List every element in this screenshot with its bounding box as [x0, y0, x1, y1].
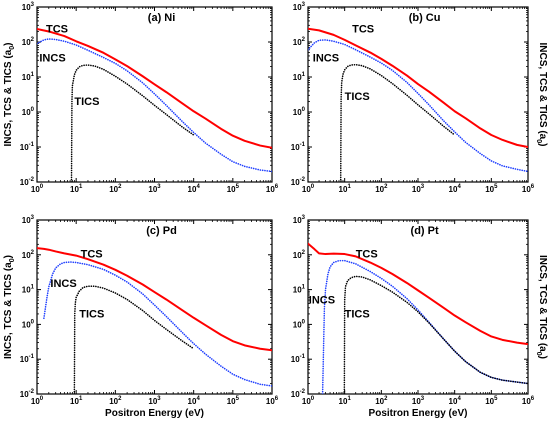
x-tick-label: 106 [522, 396, 535, 406]
y-axis-label: INCS, TCS & TICS (a0) [3, 255, 16, 359]
x-tick-label: 106 [266, 184, 279, 194]
series-incs-line [321, 259, 528, 394]
x-tick-label: 100 [302, 396, 315, 406]
x-tick-label: 102 [109, 396, 122, 406]
x-axis-label: Positron Energy (eV) [105, 408, 204, 419]
series-tcs-line [37, 28, 272, 149]
x-tick-label: 102 [109, 184, 122, 194]
panel-title: (b) Cu [409, 12, 441, 24]
x-tick-label: 104 [188, 396, 201, 406]
y-tick-label: 10-1 [20, 142, 35, 152]
panel-4: 100 101 102 103 104 105 106 10-2 10-1 100 101 102 10… [291, 215, 535, 406]
y-tick-label: 10-1 [291, 354, 306, 364]
y-tick-label: 103 [293, 2, 306, 12]
y-tick-label: 100 [22, 107, 35, 117]
plot-frame [36, 219, 273, 395]
y-tick-label: 103 [293, 215, 306, 225]
y-tick-label: 100 [22, 319, 35, 329]
x-tick-label: 105 [485, 184, 498, 194]
series-tcs-label: TCS [352, 24, 374, 36]
series-tcs-line [37, 247, 272, 352]
series-incs-line [43, 261, 272, 387]
series-tcs-line [308, 27, 528, 148]
series-tics-line [343, 275, 528, 394]
y-tick-label: 103 [22, 2, 35, 12]
x-tick-label: 106 [266, 396, 279, 406]
series-incs-label: INCS [50, 278, 76, 290]
y-tick-label: 101 [293, 285, 306, 295]
series-tics-label: TICS [79, 308, 104, 320]
y-tick-label: 10-1 [20, 354, 35, 364]
x-tick-label: 103 [412, 396, 425, 406]
plot-frame [307, 219, 529, 395]
y-axis-label: INCS, TCS & TICS (a0) [535, 255, 548, 359]
x-tick-label: 105 [227, 184, 240, 194]
y-tick-label: 10-2 [20, 389, 35, 399]
y-tick-label: 10-1 [291, 142, 306, 152]
x-tick-label: 106 [522, 184, 535, 194]
y-tick-label: 10-2 [291, 389, 306, 399]
x-tick-label: 102 [375, 396, 388, 406]
series-tcs-label: TCS [81, 248, 103, 260]
y-tick-label: 101 [293, 72, 306, 82]
x-tick-label: 101 [339, 184, 352, 194]
y-tick-label: 102 [293, 250, 306, 260]
y-tick-label: 103 [22, 215, 35, 225]
series-incs-line [37, 38, 272, 173]
x-axis-label: Positron Energy (eV) [369, 408, 468, 419]
y-axis-label: INCS, TCS & TICS (a0) [3, 43, 16, 147]
series-tics-label: TICS [345, 308, 370, 320]
x-tick-label: 103 [148, 184, 161, 194]
series-tcs-line [308, 242, 528, 346]
series-tics-line [73, 285, 195, 394]
x-tick-label: 104 [449, 184, 462, 194]
y-axis-label: INCS, TCS & TICS (a0) [535, 43, 548, 147]
y-tick-label: 102 [22, 250, 35, 260]
panel-title: (a) Ni [148, 12, 176, 24]
panel-title: (d) Pt [411, 225, 439, 237]
series-tics-label: TICS [345, 91, 370, 103]
x-tick-label: 101 [339, 396, 352, 406]
series-incs-line [308, 39, 528, 173]
x-tick-label: 104 [188, 184, 201, 194]
series-tics-line [339, 63, 456, 182]
x-tick-label: 105 [485, 396, 498, 406]
series-incs-label: INCS [39, 52, 65, 64]
panel-2: 100 101 102 103 104 105 106 10-2 10-1 100 101 102 10… [291, 2, 535, 194]
y-tick-label: 102 [22, 37, 35, 47]
x-tick-label: 103 [412, 184, 425, 194]
x-tick-label: 100 [302, 184, 315, 194]
x-tick-label: 104 [449, 396, 462, 406]
x-tick-label: 105 [227, 396, 240, 406]
series-incs-label: INCS [313, 52, 339, 64]
panel-title: (c) Pd [146, 225, 177, 237]
y-tick-label: 102 [293, 37, 306, 47]
series-tcs-label: TCS [356, 248, 378, 260]
panel-1: 100 101 102 103 104 105 106 10-2 10-1 100 101 102 10… [20, 2, 279, 194]
series-tcs-label: TCS [46, 24, 68, 36]
y-tick-label: 101 [22, 72, 35, 82]
y-tick-label: 10-2 [291, 177, 306, 187]
x-tick-label: 101 [70, 396, 83, 406]
x-tick-label: 100 [31, 184, 44, 194]
x-tick-label: 100 [31, 396, 44, 406]
y-tick-label: 101 [22, 285, 35, 295]
x-tick-label: 101 [70, 184, 83, 194]
x-tick-label: 103 [148, 396, 161, 406]
panel-3: 100 101 102 103 104 105 106 10-2 10-1 100 101 102 10… [20, 215, 279, 406]
y-tick-label: 100 [293, 107, 306, 117]
series-tics-line [70, 64, 195, 182]
x-tick-label: 102 [375, 184, 388, 194]
series-incs-label: INCS [309, 294, 335, 306]
series-tics-label: TICS [74, 96, 99, 108]
y-tick-label: 100 [293, 319, 306, 329]
y-tick-label: 10-2 [20, 177, 35, 187]
